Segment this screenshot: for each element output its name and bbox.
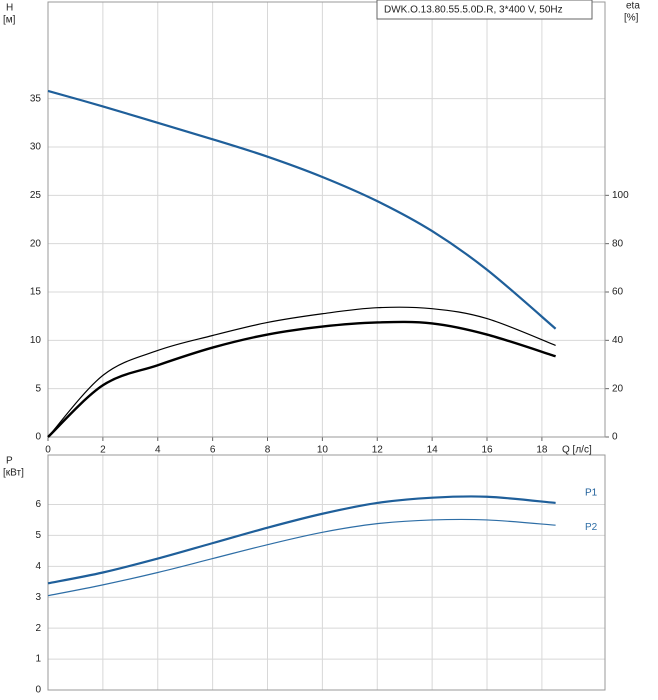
y-tick-label: 25	[30, 190, 42, 201]
y-axis-label: P	[6, 456, 13, 467]
x-tick-label: 6	[210, 445, 216, 456]
annotation-box	[376, 0, 593, 20]
y-axis-label: H	[6, 3, 13, 14]
series-label: P1	[585, 488, 598, 499]
x-tick-label: 2	[100, 445, 106, 456]
x-tick-label: 14	[427, 445, 439, 456]
y-tick-label: 15	[30, 287, 42, 298]
y2-tick-label: 0	[612, 432, 618, 443]
curve	[47, 320, 556, 438]
y2-tick-label: 100	[612, 190, 629, 201]
series-label: P2	[585, 522, 598, 533]
curve	[47, 89, 557, 330]
y-tick-label: 6	[35, 499, 41, 510]
x-axis-label: Q [л/с]	[562, 445, 592, 456]
y-axis-unit: [кВт]	[3, 468, 24, 479]
curve	[47, 306, 556, 438]
curve	[47, 518, 556, 597]
y-axis-unit: [м]	[3, 15, 16, 26]
y2-tick-label: 80	[612, 238, 624, 249]
plot-frame	[47, 1, 606, 438]
y-tick-label: 30	[30, 142, 42, 153]
y-tick-label: 3	[35, 592, 41, 603]
y2-tick-label: 20	[612, 383, 624, 394]
x-tick-label: 18	[536, 445, 548, 456]
x-tick-label: 16	[481, 445, 493, 456]
y-tick-label: 5	[35, 383, 41, 394]
y2-axis-label: eta	[626, 1, 640, 12]
y2-tick-label: 40	[612, 335, 624, 346]
y-tick-label: 20	[30, 238, 42, 249]
curve	[47, 495, 556, 585]
plot-frame	[47, 454, 606, 691]
x-tick-label: 8	[265, 445, 271, 456]
y-tick-label: 4	[35, 561, 41, 572]
y-tick-label: 35	[30, 93, 42, 104]
x-tick-label: 12	[372, 445, 384, 456]
x-tick-label: 4	[155, 445, 161, 456]
y-tick-label: 5	[35, 530, 41, 541]
y-tick-label: 10	[30, 335, 42, 346]
annotation: DWK.O.13.80.55.5.0D.R, 3*400 V, 50Hz	[384, 5, 563, 16]
y2-tick-label: 60	[612, 287, 624, 298]
x-tick-label: 0	[45, 445, 51, 456]
y-tick-label: 1	[35, 654, 41, 665]
y-tick-label: 2	[35, 623, 41, 634]
y2-axis-unit: [%]	[624, 13, 639, 24]
y-tick-label: 0	[35, 685, 41, 696]
y-tick-label: 0	[35, 432, 41, 443]
x-tick-label: 10	[317, 445, 329, 456]
